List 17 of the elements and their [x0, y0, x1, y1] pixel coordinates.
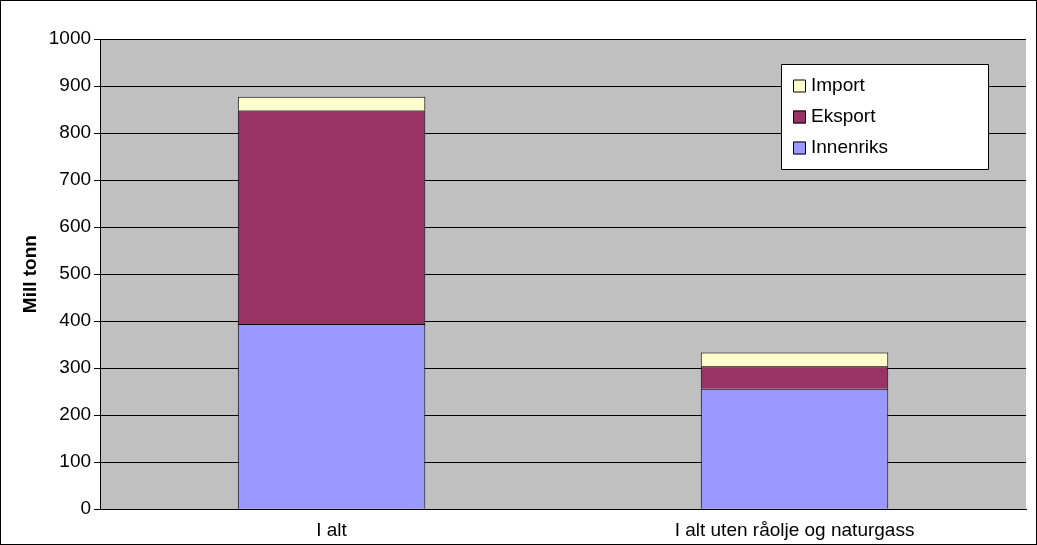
y-tick-label: 200 — [59, 403, 92, 425]
x-tick-label: I alt — [316, 518, 348, 540]
y-tick-label: 100 — [59, 450, 92, 472]
y-tick-label: 500 — [59, 262, 92, 284]
y-axis-title: Mill tonn — [18, 235, 40, 314]
y-tick-label: 800 — [59, 121, 92, 143]
y-tick-label: 400 — [59, 309, 92, 331]
y-tick-label: 1000 — [48, 27, 92, 49]
y-tick-label: 600 — [59, 215, 92, 237]
legend-label: Eksport — [811, 104, 877, 126]
y-tick-label: 0 — [80, 497, 92, 519]
y-tick-label: 300 — [59, 356, 92, 378]
legend-label: Import — [811, 73, 866, 95]
x-tick-label: I alt uten råolje og naturgass — [674, 518, 915, 540]
y-tick-label: 700 — [59, 168, 92, 190]
y-tick-label: 900 — [59, 74, 92, 96]
legend-label: Innenriks — [811, 135, 889, 157]
